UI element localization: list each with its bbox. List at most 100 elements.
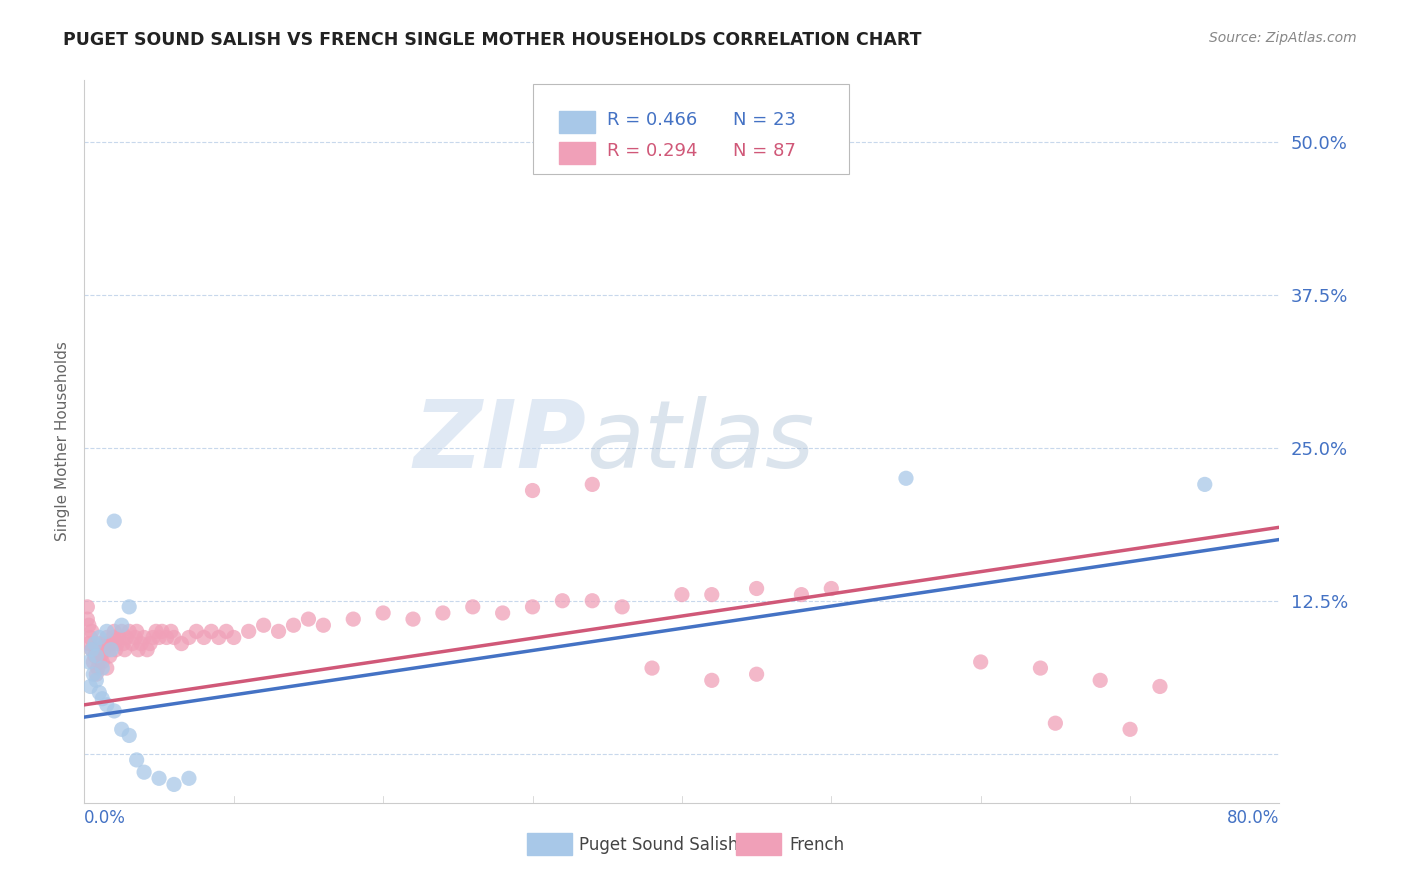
Point — [1045, 716, 1067, 731]
Point — [312, 618, 335, 632]
Point — [970, 655, 993, 669]
Point — [432, 606, 454, 620]
Point — [83, 637, 105, 651]
Point — [612, 599, 634, 614]
Y-axis label: Single Mother Households: Single Mother Households — [55, 342, 70, 541]
Point — [215, 624, 238, 639]
Point — [90, 648, 112, 663]
FancyBboxPatch shape — [533, 84, 849, 174]
Point — [1029, 661, 1052, 675]
Point — [200, 624, 222, 639]
Point — [1119, 723, 1142, 737]
Point — [86, 667, 108, 681]
Point — [80, 624, 103, 639]
Text: Source: ZipAtlas.com: Source: ZipAtlas.com — [1209, 31, 1357, 45]
Point — [89, 685, 111, 699]
Point — [142, 631, 165, 645]
Point — [596, 159, 619, 173]
Point — [97, 642, 120, 657]
Point — [1194, 477, 1216, 491]
Point — [76, 612, 98, 626]
Point — [77, 637, 100, 651]
Point — [86, 648, 108, 663]
Point — [641, 661, 664, 675]
Point — [94, 637, 117, 651]
Point — [77, 655, 100, 669]
Text: ZIP: ZIP — [413, 395, 586, 488]
Point — [222, 631, 245, 645]
Point — [700, 673, 723, 688]
Point — [1090, 673, 1112, 688]
Point — [150, 624, 173, 639]
Bar — [527, 833, 572, 855]
Point — [522, 483, 544, 498]
Point — [87, 661, 110, 675]
Point — [89, 655, 111, 669]
Point — [107, 631, 129, 645]
Point — [115, 631, 138, 645]
Point — [297, 612, 319, 626]
Point — [671, 588, 693, 602]
Point — [745, 667, 768, 681]
Point — [177, 772, 200, 786]
Point — [77, 618, 100, 632]
Text: N = 87: N = 87 — [734, 142, 796, 160]
Bar — [558, 112, 595, 133]
Point — [89, 631, 111, 645]
Point — [112, 637, 135, 651]
Point — [82, 667, 104, 681]
Point — [118, 728, 141, 742]
Point — [96, 661, 118, 675]
Point — [103, 514, 125, 528]
Point — [98, 648, 121, 663]
Point — [820, 582, 842, 596]
Point — [111, 624, 134, 639]
Point — [103, 704, 125, 718]
Point — [155, 631, 177, 645]
Point — [129, 637, 152, 651]
Point — [91, 661, 114, 675]
Point — [267, 624, 290, 639]
Point — [103, 624, 125, 639]
Bar — [558, 143, 595, 164]
Point — [163, 777, 186, 791]
Point — [1149, 680, 1171, 694]
Point — [253, 618, 276, 632]
Point — [522, 599, 544, 614]
Point — [80, 642, 103, 657]
Text: PUGET SOUND SALISH VS FRENCH SINGLE MOTHER HOUSEHOLDS CORRELATION CHART: PUGET SOUND SALISH VS FRENCH SINGLE MOTH… — [63, 31, 922, 49]
Point — [104, 642, 127, 657]
Point — [177, 631, 200, 645]
Point — [114, 642, 136, 657]
Point — [86, 642, 108, 657]
Point — [91, 655, 114, 669]
Point — [132, 765, 156, 780]
Point — [186, 624, 208, 639]
Point — [96, 698, 118, 712]
Point — [461, 599, 484, 614]
Point — [79, 680, 101, 694]
Point — [551, 593, 574, 607]
Point — [76, 599, 98, 614]
Point — [160, 624, 183, 639]
Point — [96, 631, 118, 645]
Point — [118, 599, 141, 614]
Point — [148, 772, 170, 786]
Point — [111, 618, 134, 632]
Point — [136, 642, 159, 657]
Point — [492, 606, 515, 620]
Point — [402, 612, 425, 626]
Point — [96, 624, 118, 639]
Text: R = 0.294: R = 0.294 — [606, 142, 697, 160]
Text: atlas: atlas — [586, 396, 814, 487]
Point — [79, 631, 101, 645]
Point — [124, 631, 146, 645]
Point — [93, 642, 115, 657]
Point — [89, 637, 111, 651]
Point — [238, 624, 260, 639]
Text: 80.0%: 80.0% — [1227, 809, 1279, 827]
Point — [163, 631, 186, 645]
Point — [101, 631, 124, 645]
Point — [894, 471, 917, 485]
Point — [91, 691, 114, 706]
